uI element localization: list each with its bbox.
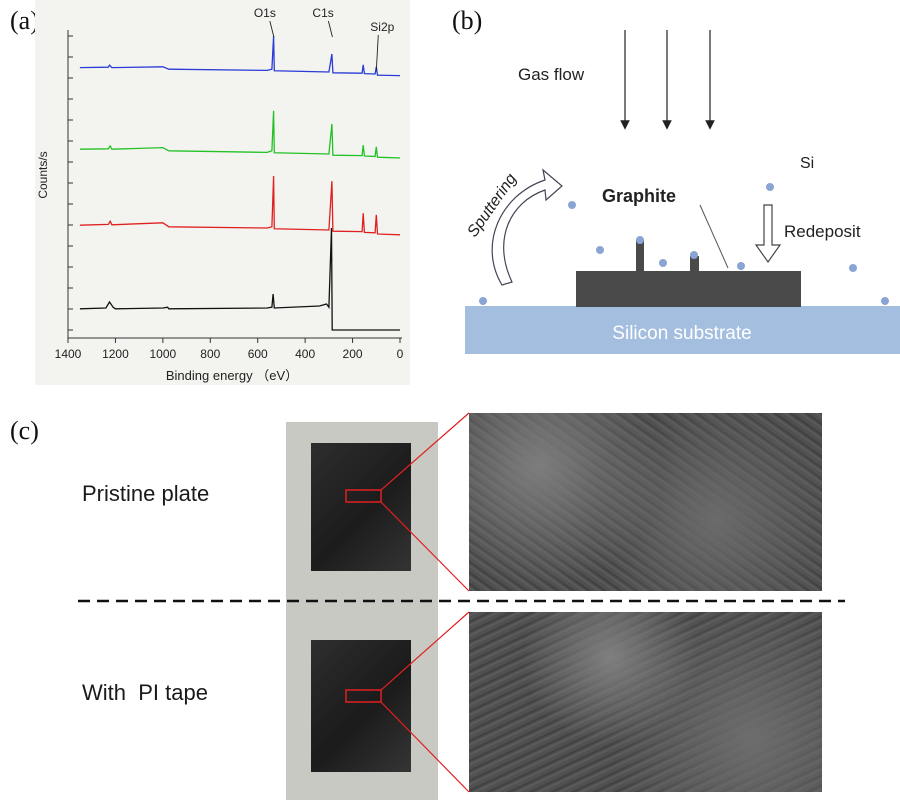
si-atom (479, 297, 487, 305)
sputtering-diagram: Gas flow Silicon substrate Graphite Si R… (464, 30, 900, 354)
si-atom (690, 251, 698, 259)
sem-image-pristine (469, 413, 822, 591)
graphite-protrusion (690, 256, 699, 272)
si-atom (596, 246, 604, 254)
graphite-label: Graphite (602, 186, 676, 206)
spectrum-line (79, 227, 400, 331)
sem-image-pi-tape (469, 612, 822, 792)
si-atom (881, 297, 889, 305)
x-tick-label: 1000 (150, 347, 177, 361)
si-label: Si (800, 155, 814, 172)
substrate-label: Silicon substrate (612, 323, 751, 344)
panel-label-a: (a) (10, 6, 39, 35)
silicon-substrate (465, 306, 900, 354)
si-atom (659, 259, 667, 267)
graphite-leader-line (699, 204, 729, 269)
x-tick-label: 600 (248, 347, 268, 361)
x-tick-label: 800 (200, 347, 220, 361)
x-tick-label: 400 (295, 347, 315, 361)
x-tick-label: 0 (397, 347, 404, 361)
peak-pointer (269, 20, 275, 38)
peak-label: C1s (312, 6, 333, 20)
redeposit-label: Redeposit (784, 222, 861, 241)
si-atom (766, 183, 774, 191)
x-tick-label: 200 (343, 347, 363, 361)
x-tick-label: 1200 (102, 347, 129, 361)
y-axis-label: Counts/s (36, 151, 50, 198)
graphite-plate-pi-tape (311, 640, 411, 772)
graphite-plate-pristine (311, 443, 411, 571)
graphite-block (576, 271, 801, 307)
panel-label-c: (c) (10, 416, 39, 445)
gas-flow-label: Gas flow (518, 65, 585, 84)
chart-background (35, 0, 410, 385)
panel-label-b: (b) (452, 6, 483, 35)
peak-label: O1s (254, 6, 276, 20)
si-atom (737, 262, 745, 270)
spectrum-line (79, 35, 401, 77)
graphite-protrusion (636, 240, 644, 272)
x-axis-label: Binding energy （eV） (166, 368, 298, 383)
peak-pointer (327, 20, 333, 38)
si-atom (636, 236, 644, 244)
spectrum-line (79, 175, 401, 236)
pi-tape-label: With PI tape (82, 680, 208, 705)
redeposit-arrow (754, 204, 782, 264)
si-atom (849, 264, 857, 272)
spectrum-line (79, 110, 401, 159)
si-atom (568, 201, 576, 209)
peak-pointer (375, 34, 379, 72)
x-tick-label: 1400 (55, 347, 82, 361)
pristine-plate-label: Pristine plate (82, 481, 210, 506)
xps-chart: Counts/s Binding energy （eV） 1400 1200 100… (35, 0, 410, 385)
sputtering-arrow (491, 168, 563, 286)
peak-label: Si2p (370, 20, 394, 34)
